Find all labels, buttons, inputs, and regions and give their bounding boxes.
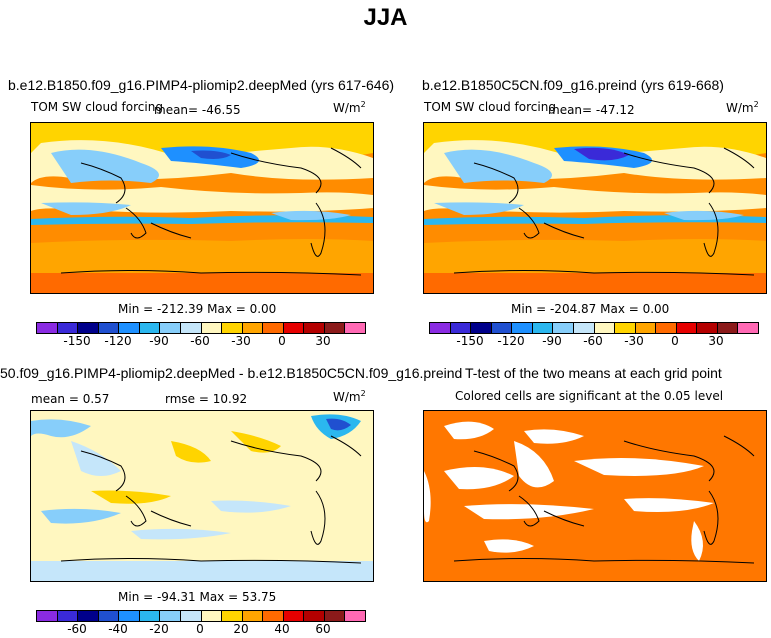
panel1-tick: -30 [231,334,251,348]
panel4-title: T-test of the two means at each grid poi… [465,365,722,381]
panel3-map-svg [31,411,373,581]
panel2-units: W/m2 [726,100,759,115]
panel3-tick: 60 [315,622,331,636]
panel2-map [423,122,767,294]
panel1-tick: -150 [63,334,91,348]
panel1-map [30,122,374,294]
panel2-tick: -120 [497,334,525,348]
panel1-tick: -120 [104,334,132,348]
panel3-mean: mean = 0.57 [31,392,110,406]
panel1-title: b.e12.B1850.f09_g16.PIMP4-pliomip2.deepM… [8,77,395,93]
panel3-tick: 40 [274,622,290,636]
panel3-colorbar [36,610,366,622]
panel1-minmax: Min = -212.39 Max = 0.00 [118,302,277,316]
panel1-mean: mean= -46.55 [154,103,241,117]
panel3-rmse: rmse = 10.92 [165,392,248,406]
panel2-tick: -60 [583,334,603,348]
panel2-tick: -30 [624,334,644,348]
panel1-tick: 30 [315,334,331,348]
panel3-tick: -40 [108,622,128,636]
panel3-minmax: Min = -94.31 Max = 53.75 [118,590,277,604]
panel2-colorbar [429,322,759,334]
panel3-tick: -20 [149,622,169,636]
figure-title: JJA [363,4,408,31]
panel3-tick: -60 [67,622,87,636]
panel3-title: 50.f09_g16.PIMP4-pliomip2.deepMed - b.e1… [0,365,463,381]
panel2-map-svg [424,123,766,293]
panel2-tick: 0 [671,334,679,348]
panel3-map [30,410,374,582]
panel1-tick: -60 [190,334,210,348]
panel2-tick: -90 [542,334,562,348]
panel3-tick: 0 [196,622,204,636]
panel2-title: b.e12.B1850C5CN.f09_g16.preind (yrs 619-… [422,77,724,93]
panel1-units: W/m2 [333,100,366,115]
panel2-tick: -150 [456,334,484,348]
panel1-variable: TOM SW cloud forcing [31,100,163,114]
panel1-tick: -90 [149,334,169,348]
panel4-map-svg [424,411,766,581]
panel1-tick: 0 [278,334,286,348]
panel2-tick: 30 [708,334,724,348]
panel2-minmax: Min = -204.87 Max = 0.00 [511,302,670,316]
panel2-mean: mean= -47.12 [548,103,635,117]
panel4-subtitle: Colored cells are significant at the 0.0… [455,389,724,403]
panel1-map-svg [31,123,373,293]
panel4-map [423,410,767,582]
panel2-variable: TOM SW cloud forcing [424,100,556,114]
panel3-tick: 20 [233,622,249,636]
panel1-colorbar [36,322,366,334]
panel3-units: W/m2 [333,389,366,404]
